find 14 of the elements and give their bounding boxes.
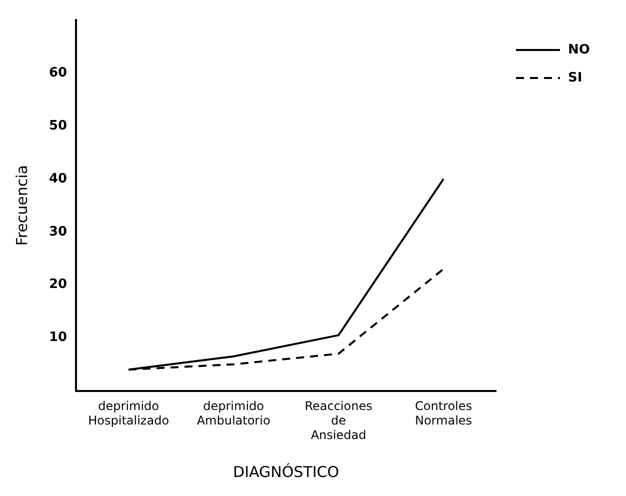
x-tick-label: deprimido Ambulatorio xyxy=(196,399,270,428)
y-tick-label: 60 xyxy=(48,65,68,80)
y-tick-label: 40 xyxy=(48,171,68,186)
y-tick-label: 10 xyxy=(48,330,68,346)
y-tick-label: 20 xyxy=(48,277,68,292)
y-axis-title: Frecuencia xyxy=(12,165,31,246)
legend-label: NO xyxy=(568,42,590,58)
y-tick-label: 50 xyxy=(48,118,68,134)
x-tick-label: Reacciones de Ansiedad xyxy=(304,399,372,442)
x-tick-label: Controles Normales xyxy=(414,399,472,428)
legend-label: SI xyxy=(568,70,582,86)
x-axis-title: DIAGNÓSTICO xyxy=(233,462,340,481)
x-tick-label: deprimido Hospitalizado xyxy=(88,399,170,428)
y-tick-label: 30 xyxy=(48,224,68,240)
